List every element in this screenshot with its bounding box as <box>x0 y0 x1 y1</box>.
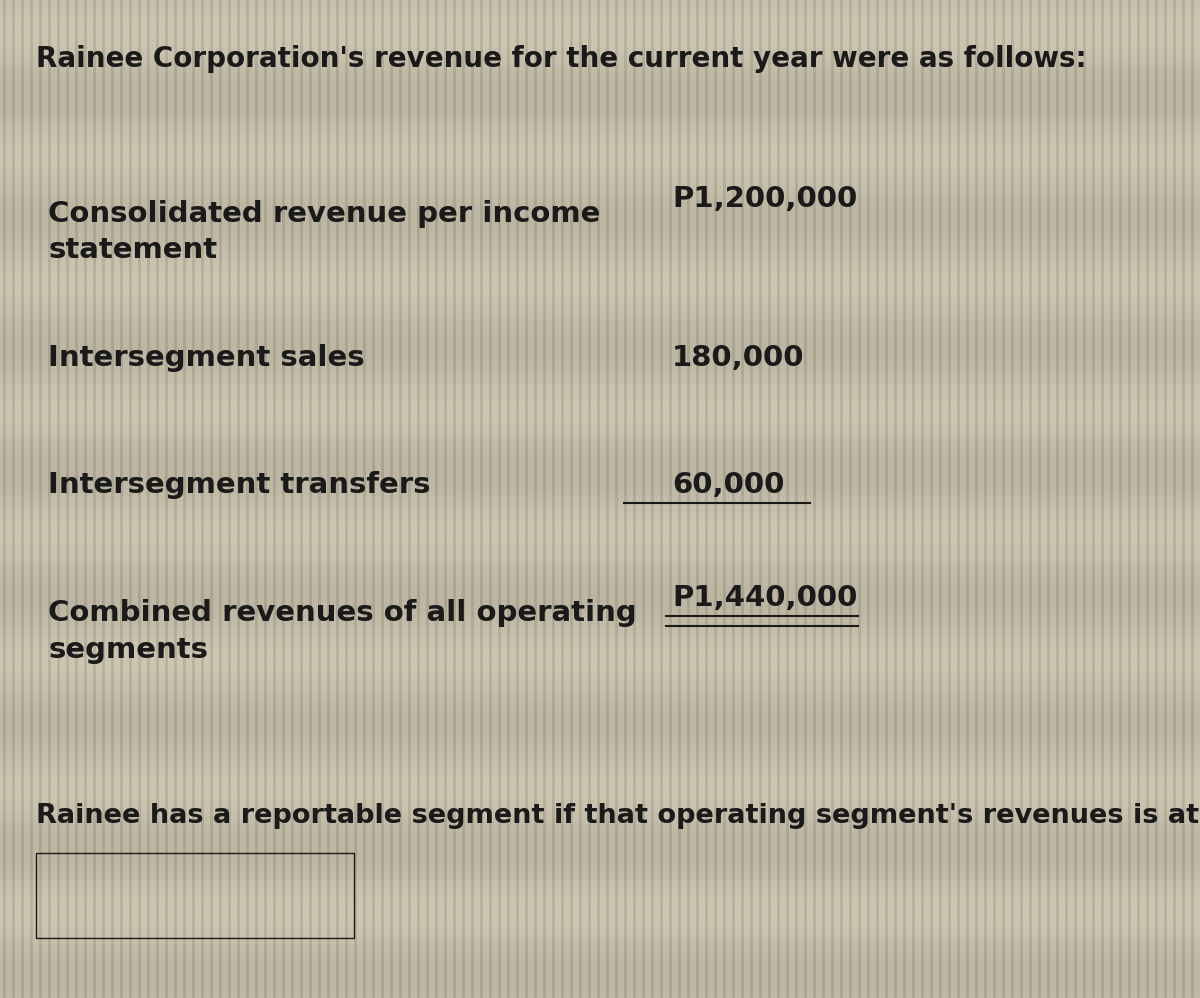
Text: Intersegment transfers: Intersegment transfers <box>48 471 431 499</box>
Text: Rainee has a reportable segment if that operating segment's revenues is at least: Rainee has a reportable segment if that … <box>36 803 1200 829</box>
Text: 60,000: 60,000 <box>672 471 785 499</box>
Text: Consolidated revenue per income
statement: Consolidated revenue per income statemen… <box>48 200 600 264</box>
Text: P1,440,000: P1,440,000 <box>672 584 857 612</box>
Text: 180,000: 180,000 <box>672 344 804 372</box>
Bar <box>36 853 354 938</box>
Text: P1,200,000: P1,200,000 <box>672 185 857 213</box>
Text: Intersegment sales: Intersegment sales <box>48 344 365 372</box>
Text: Combined revenues of all operating
segments: Combined revenues of all operating segme… <box>48 599 637 664</box>
Text: Rainee Corporation's revenue for the current year were as follows:: Rainee Corporation's revenue for the cur… <box>36 45 1087 73</box>
